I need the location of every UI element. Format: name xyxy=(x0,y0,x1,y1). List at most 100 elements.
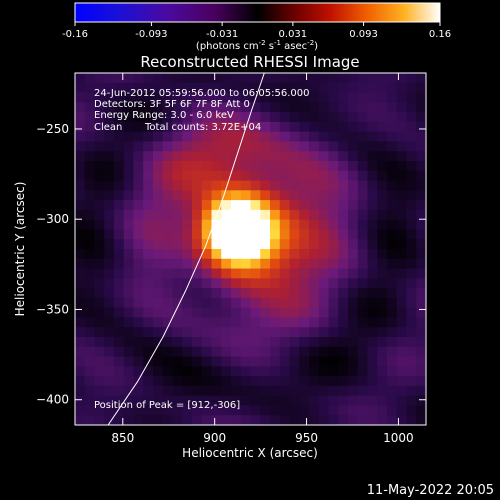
heatmap-cell xyxy=(250,102,261,113)
heatmap-cell xyxy=(84,190,96,201)
heatmap-cell xyxy=(182,249,193,260)
heatmap-cell xyxy=(260,268,271,279)
heatmap-cell xyxy=(260,180,271,191)
heatmap-cell xyxy=(172,200,183,211)
heatmap-cell xyxy=(328,278,339,289)
heatmap-cell xyxy=(328,327,339,338)
heatmap-cell xyxy=(211,395,222,407)
heatmap-cell xyxy=(240,141,252,152)
heatmap-cell xyxy=(387,112,398,123)
heatmap-cell xyxy=(133,141,144,152)
heatmap-cell xyxy=(104,92,115,103)
heatmap-cell xyxy=(299,366,310,377)
heatmap-cell xyxy=(211,249,222,260)
heatmap-cell xyxy=(231,297,242,309)
heatmap-cell xyxy=(348,180,359,191)
heatmap-cell xyxy=(328,190,339,201)
heatmap-cell xyxy=(123,249,135,260)
heatmap-cell xyxy=(396,239,408,250)
heatmap-cell xyxy=(84,82,96,94)
heatmap-cell xyxy=(94,141,105,152)
heatmap-cell xyxy=(123,385,135,397)
heatmap-cell xyxy=(387,415,398,425)
heatmap-cell xyxy=(309,268,320,279)
heatmap-cell xyxy=(143,297,154,309)
heatmap-cell xyxy=(231,395,242,407)
heatmap-cell xyxy=(250,346,261,358)
heatmap-cell xyxy=(289,376,300,387)
heatmap-cell xyxy=(328,200,339,211)
heatmap-cell xyxy=(289,249,300,260)
heatmap-cell xyxy=(348,239,359,250)
heatmap-cell xyxy=(387,385,398,397)
heatmap-cell xyxy=(357,229,369,240)
heatmap-cell xyxy=(114,92,125,103)
heatmap-cell xyxy=(221,112,232,123)
heatmap-cell xyxy=(84,92,96,103)
heatmap-cell xyxy=(260,131,271,143)
colorbar-ticks: -0.16 -0.093 -0.031 0.031 0.093 0.16 xyxy=(62,22,451,40)
heatmap-cell xyxy=(328,161,339,172)
heatmap-cell xyxy=(221,268,232,279)
heatmap-cell xyxy=(318,278,330,289)
heatmap-cell xyxy=(75,180,86,191)
heatmap-cell xyxy=(416,249,426,260)
heatmap-cell xyxy=(143,229,154,240)
heatmap-cell xyxy=(104,346,115,358)
heatmap-cell xyxy=(416,337,426,348)
heatmap-cell xyxy=(201,141,213,152)
heatmap-cell xyxy=(338,317,349,328)
heatmap-cell xyxy=(162,317,174,328)
heatmap-cell xyxy=(318,395,330,407)
y-axis: −250 −300 −350 −400 xyxy=(36,122,426,407)
heatmap-cell xyxy=(406,327,417,338)
heatmap-cell xyxy=(416,307,426,319)
heatmap-cell xyxy=(250,337,261,348)
heatmap-cell xyxy=(182,356,193,367)
heatmap-cell xyxy=(231,200,242,211)
heatmap-cell xyxy=(75,249,86,260)
heatmap-cell xyxy=(153,385,164,397)
heatmap-cell xyxy=(133,239,144,250)
heatmap-cell xyxy=(211,102,222,113)
heatmap-cell xyxy=(406,405,417,416)
heatmap-cell xyxy=(75,307,86,319)
heatmap-cell xyxy=(123,356,135,367)
heatmap-cell xyxy=(299,268,310,279)
heatmap-cell xyxy=(279,141,291,152)
heatmap-cell xyxy=(348,337,359,348)
heatmap-cell xyxy=(133,356,144,367)
heatmap-cell xyxy=(309,307,320,319)
heatmap-cell xyxy=(270,239,281,250)
heatmap-cell xyxy=(104,209,115,221)
heatmap-cell xyxy=(172,337,183,348)
heatmap-cell xyxy=(172,249,183,260)
heatmap-cell xyxy=(270,415,281,425)
heatmap-cell xyxy=(192,385,203,397)
heatmap-cell xyxy=(279,229,291,240)
heatmap-cell xyxy=(231,307,242,319)
heatmap-cell xyxy=(201,288,213,299)
heatmap-cell xyxy=(143,161,154,172)
heatmap-cell xyxy=(328,415,339,425)
heatmap-cell xyxy=(114,288,125,299)
heatmap-cell xyxy=(84,229,96,240)
heatmap-cell xyxy=(357,190,369,201)
heatmap-cell xyxy=(133,415,144,425)
heatmap-cell xyxy=(270,317,281,328)
heatmap-cell xyxy=(201,268,213,279)
heatmap-cell xyxy=(416,92,426,103)
heatmap-cell xyxy=(348,415,359,425)
heatmap-cell xyxy=(201,337,213,348)
heatmap-cell xyxy=(338,219,349,231)
heatmap-cell xyxy=(289,356,300,367)
heatmap-cell xyxy=(270,73,281,84)
heatmap-cell xyxy=(123,190,135,201)
heatmap-cell xyxy=(192,376,203,387)
heatmap-cell xyxy=(172,209,183,221)
heatmap-cell xyxy=(94,73,105,84)
heatmap-cell xyxy=(133,297,144,309)
heatmap-cell xyxy=(143,366,154,377)
heatmap-cell xyxy=(348,346,359,358)
heatmap-cell xyxy=(182,317,193,328)
